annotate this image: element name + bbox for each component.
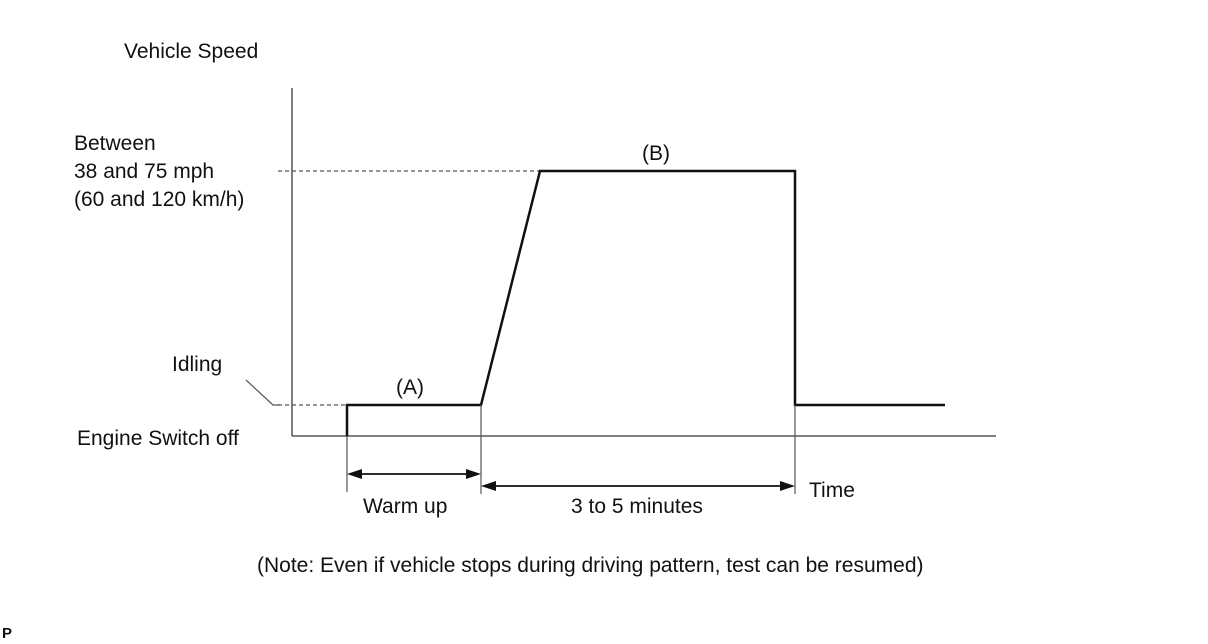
- y-axis-title: Vehicle Speed: [124, 40, 258, 63]
- note-text: (Note: Even if vehicle stops during driv…: [257, 554, 924, 577]
- phase-b-label: (B): [642, 142, 670, 165]
- idling-label: Idling: [172, 353, 222, 376]
- speed-trace: [345, 169, 945, 436]
- speed-band-label-line-2: 38 and 75 mph: [74, 160, 214, 183]
- duration-arrow-left: [481, 481, 496, 491]
- phase-a-label: (A): [396, 376, 424, 399]
- time-axis-label: Time: [809, 479, 855, 502]
- warm-up-label: Warm up: [363, 495, 447, 518]
- duration-label: 3 to 5 minutes: [571, 495, 703, 518]
- corner-mark: P: [2, 625, 12, 642]
- speed-band-label-line-1: Between: [74, 132, 156, 155]
- warm-up-arrow-right: [466, 469, 481, 479]
- engine-switch-off-label: Engine Switch off: [77, 427, 239, 450]
- duration-arrow-right: [780, 481, 795, 491]
- speed-band-label-line-3: (60 and 120 km/h): [74, 188, 244, 211]
- warm-up-arrow-left: [347, 469, 362, 479]
- idling-leader-line: [245, 379, 280, 406]
